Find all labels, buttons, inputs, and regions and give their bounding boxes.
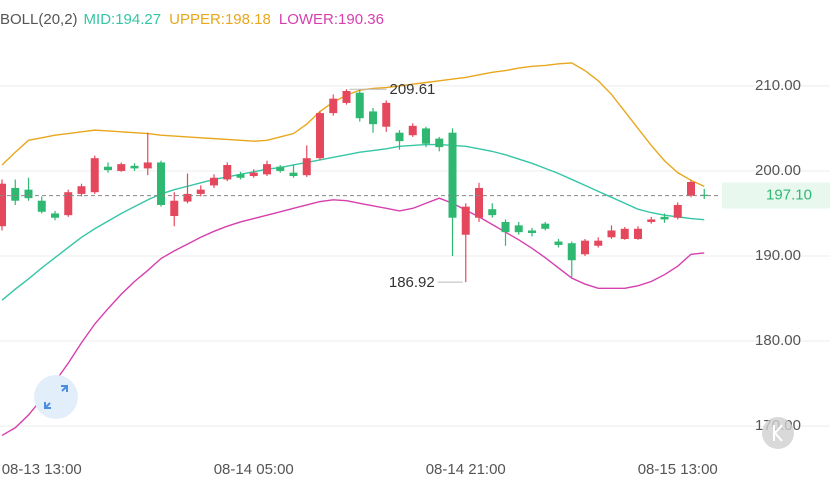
candle-body bbox=[316, 113, 324, 159]
candle-body bbox=[329, 98, 338, 114]
y-tick-label: 190.00 bbox=[755, 247, 801, 264]
candle-body bbox=[143, 162, 152, 169]
candle-body bbox=[196, 189, 205, 194]
candle-body bbox=[276, 166, 285, 171]
last-price-box bbox=[722, 182, 830, 209]
legend-name: LOWER: bbox=[279, 11, 338, 28]
candle-body bbox=[395, 132, 404, 142]
candle-body bbox=[289, 172, 298, 177]
candle-body bbox=[620, 228, 629, 239]
candle-body bbox=[448, 132, 457, 218]
y-tick-label: 200.00 bbox=[755, 162, 801, 179]
candle-body bbox=[64, 192, 73, 216]
expand-button[interactable] bbox=[34, 375, 78, 419]
candle-body bbox=[90, 158, 99, 193]
candle-body bbox=[170, 200, 179, 217]
candle-body bbox=[567, 243, 576, 261]
candle-body bbox=[435, 138, 444, 148]
candle-body bbox=[647, 219, 656, 222]
candle-body bbox=[634, 228, 642, 239]
y-tick-label: 210.00 bbox=[755, 77, 801, 94]
band-line bbox=[1, 197, 705, 437]
candle-body bbox=[408, 125, 417, 136]
candle-body bbox=[514, 225, 523, 233]
candle-body bbox=[0, 183, 6, 227]
candle-body bbox=[342, 91, 351, 103]
candle-body bbox=[382, 102, 391, 127]
candle-body bbox=[581, 240, 589, 255]
k-button-bg[interactable] bbox=[762, 417, 794, 449]
candle-body bbox=[488, 209, 497, 216]
candle-body bbox=[157, 162, 165, 205]
candle-body bbox=[673, 204, 682, 218]
x-tick-label: 08-13 13:00 bbox=[2, 461, 82, 478]
legend-value: 194.27 bbox=[115, 11, 161, 28]
candle-body bbox=[541, 223, 550, 229]
candle-body bbox=[501, 221, 510, 233]
candle-body bbox=[236, 174, 245, 178]
band-line bbox=[1, 143, 705, 301]
candle-body bbox=[660, 216, 669, 220]
candle-body bbox=[461, 206, 470, 235]
legend-value: 198.18 bbox=[225, 11, 271, 28]
expand-icon[interactable] bbox=[44, 385, 68, 409]
x-tick-label: 08-15 13:00 bbox=[638, 461, 718, 478]
candle-body bbox=[210, 177, 218, 186]
candle-body bbox=[24, 189, 33, 199]
candle-body bbox=[302, 158, 311, 176]
candle-body bbox=[594, 240, 603, 246]
k-button[interactable] bbox=[762, 417, 794, 449]
candle-body bbox=[249, 172, 258, 177]
y-tick-label: 180.00 bbox=[755, 332, 801, 349]
candle-body bbox=[700, 194, 709, 196]
high-marker-label: 209.61 bbox=[390, 81, 436, 98]
candle-body bbox=[11, 187, 20, 201]
candle-body bbox=[183, 193, 192, 202]
candle-body bbox=[117, 164, 126, 171]
expand-button-bg[interactable] bbox=[34, 375, 78, 419]
x-tick-label: 08-14 21:00 bbox=[426, 461, 506, 478]
k-icon[interactable] bbox=[773, 424, 783, 442]
candle-body bbox=[130, 165, 139, 169]
indicator-label: BOLL(20,2) bbox=[0, 11, 78, 28]
legend-value: 190.36 bbox=[338, 11, 384, 28]
candle-body bbox=[475, 187, 483, 218]
x-tick-label: 08-14 05:00 bbox=[214, 461, 294, 478]
candle-body bbox=[104, 166, 112, 171]
low-marker-label: 186.92 bbox=[389, 274, 435, 291]
candle-body bbox=[37, 200, 46, 212]
candle-body bbox=[687, 182, 695, 196]
candle-body bbox=[51, 213, 59, 218]
candle-body bbox=[223, 164, 232, 180]
candle-body bbox=[369, 111, 377, 125]
candle-body bbox=[554, 241, 563, 245]
legend: BOLL(20,2) MID: 194.27 UPPER: 198.18 LOWER: 1… bbox=[0, 11, 384, 28]
legend-name: UPPER: bbox=[169, 11, 225, 28]
band-line bbox=[1, 62, 705, 188]
legend-name: MID: bbox=[84, 11, 116, 28]
candle-body bbox=[77, 186, 86, 194]
candle-body bbox=[355, 92, 364, 119]
candle-body bbox=[607, 230, 616, 238]
candle-body bbox=[528, 230, 536, 234]
last-price-label: 197.10 bbox=[766, 187, 812, 204]
candle-body bbox=[263, 164, 271, 175]
candle-body bbox=[422, 128, 430, 144]
